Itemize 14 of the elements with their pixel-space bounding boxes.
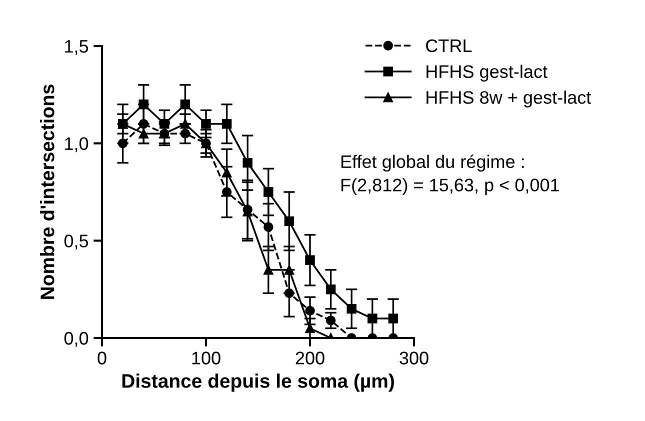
legend-label: CTRL xyxy=(426,39,472,52)
legend-label: HFHS gest-lact xyxy=(426,64,548,82)
y-tick-label: 1,0 xyxy=(65,137,88,152)
annotation: Effet global du régime : F(2,812) = 15,63, p < 0,001 xyxy=(341,154,559,195)
x-tick-label: 0 xyxy=(98,352,106,364)
x-axis-title: Distance depuis le soma (µm) xyxy=(122,374,394,392)
x-tick-label: 300 xyxy=(400,352,428,364)
x-tick-label: 200 xyxy=(296,352,324,364)
y-axis-title: Nombre d'intersections xyxy=(40,84,54,299)
x-tick-label: 100 xyxy=(192,352,220,364)
y-tick-label: 1,5 xyxy=(65,40,88,55)
y-tick-label: 0,0 xyxy=(64,332,88,347)
y-tick-label: 0,5 xyxy=(64,234,88,250)
legend-label: HFHS 8w + gest-lact xyxy=(426,90,592,108)
